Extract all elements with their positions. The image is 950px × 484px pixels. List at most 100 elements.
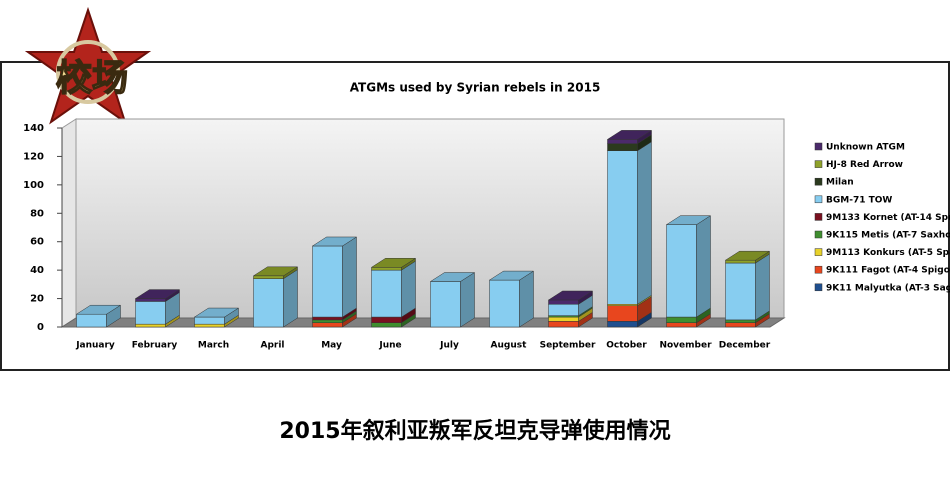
y-tick-label: 0 xyxy=(37,322,44,333)
y-tick-label: 60 xyxy=(30,237,44,248)
bar-top xyxy=(134,289,181,299)
bar-side xyxy=(401,260,416,318)
legend-swatch xyxy=(814,283,823,292)
y-tick-label: 120 xyxy=(23,151,44,162)
bar-top xyxy=(429,272,476,282)
bar-side xyxy=(696,215,711,318)
bar-segment xyxy=(312,319,343,323)
legend-label: 9M133 Kornet (AT-14 Spriggan) xyxy=(826,213,950,223)
bar-segment xyxy=(725,319,756,323)
bar-segment xyxy=(194,316,225,325)
bar-segment xyxy=(371,316,402,323)
bar-segment xyxy=(607,150,638,305)
bar-segment xyxy=(371,267,402,271)
x-tick-label: November xyxy=(659,341,712,351)
bar-segment xyxy=(725,322,756,328)
bar-segment xyxy=(725,259,756,264)
bar-segment xyxy=(194,323,225,328)
legend-label: BGM-71 TOW xyxy=(826,195,892,205)
bar-segment xyxy=(312,316,343,321)
bar-top xyxy=(75,304,122,315)
bar-segment xyxy=(135,298,166,302)
x-tick-label: July xyxy=(439,341,459,351)
bar-side xyxy=(460,272,475,328)
bar-segment xyxy=(548,299,579,305)
legend-label: 9M113 Konkurs (AT-5 Spandrel) xyxy=(826,248,950,258)
x-tick-label: August xyxy=(491,341,528,351)
bar-segment xyxy=(135,323,166,328)
caption: 2015年叙利亚叛军反坦克导弹使用情况 xyxy=(279,418,670,444)
floor xyxy=(60,317,786,328)
bar-segment xyxy=(548,316,579,322)
y-tick-label: 140 xyxy=(23,123,44,134)
x-tick-label: March xyxy=(198,341,229,351)
logo: 校场 xyxy=(24,6,152,125)
bar-segment xyxy=(725,262,756,321)
legend-swatch xyxy=(814,177,823,186)
side-wall xyxy=(61,118,77,328)
bar-segment xyxy=(666,316,697,323)
bar-segment xyxy=(489,279,520,328)
x-tick-label: October xyxy=(606,341,647,351)
bar-top xyxy=(665,215,712,225)
x-tick-label: February xyxy=(132,341,178,351)
bar-segment xyxy=(135,301,166,325)
bar-segment xyxy=(607,139,638,144)
logo-text: 校场 xyxy=(56,58,128,99)
bar-top xyxy=(488,270,535,281)
x-tick-label: December xyxy=(719,341,771,351)
legend-swatch xyxy=(814,248,823,256)
bar-segment xyxy=(312,322,343,328)
bar-side xyxy=(755,253,770,321)
y-tick-label: 20 xyxy=(30,294,44,305)
bar-segment xyxy=(253,278,284,328)
x-tick-label: September xyxy=(540,341,596,351)
bar-segment xyxy=(607,143,638,151)
legend-swatch xyxy=(814,160,823,168)
legend-swatch xyxy=(814,265,823,274)
x-tick-label: April xyxy=(260,341,284,351)
bar-segment xyxy=(253,275,284,279)
bar-top xyxy=(724,250,771,261)
bar-segment xyxy=(666,224,697,318)
legend-label: Unknown ATGM xyxy=(826,143,905,153)
x-tick-label: January xyxy=(75,341,115,351)
bar-segment xyxy=(430,281,461,328)
x-tick-label: May xyxy=(321,341,342,351)
bar-top xyxy=(193,307,240,318)
y-tick-label: 100 xyxy=(23,180,44,191)
legend-swatch xyxy=(814,213,823,221)
legend-swatch xyxy=(814,142,823,151)
bar-top xyxy=(547,290,594,301)
bar-segment xyxy=(548,304,579,316)
y-tick-label: 80 xyxy=(30,208,44,219)
bar-segment xyxy=(371,322,402,328)
legend-label: 9K111 Fagot (AT-4 Spigot) xyxy=(826,266,950,276)
bar-segment xyxy=(371,269,402,318)
legend-swatch xyxy=(814,230,823,239)
bar-top xyxy=(606,130,653,140)
legend-label: Milan xyxy=(826,178,854,188)
bar-segment xyxy=(76,313,107,328)
bar-top xyxy=(252,266,299,277)
bar-side xyxy=(283,269,298,328)
x-tick-label: June xyxy=(378,341,401,351)
bar-segment xyxy=(312,245,343,318)
bar-side xyxy=(342,236,357,318)
bar-side xyxy=(519,270,534,328)
legend-swatch xyxy=(814,195,823,204)
bar-segment xyxy=(666,322,697,328)
bar-top xyxy=(370,258,417,268)
legend-label: 9K115 Metis (AT-7 Saxhorn) xyxy=(826,231,950,241)
bar-segment xyxy=(607,321,638,328)
bar-side xyxy=(637,141,652,305)
legend-label: 9K11 Malyutka (AT-3 Sagger) xyxy=(826,283,950,293)
bar-top xyxy=(311,236,358,247)
bar-segment xyxy=(607,305,638,322)
chart-title: ATGMs used by Syrian rebels in 2015 xyxy=(350,81,601,95)
bar-segment xyxy=(548,321,579,328)
legend-label: HJ-8 Red Arrow xyxy=(826,160,903,170)
y-tick-label: 40 xyxy=(30,265,44,276)
